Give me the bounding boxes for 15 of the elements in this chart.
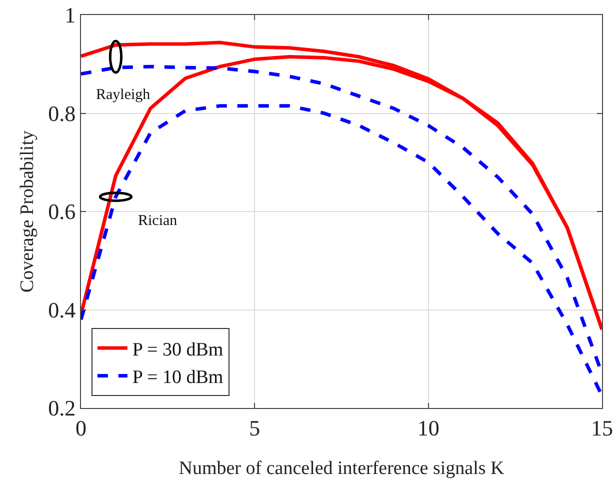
y-tick-label: 0.4 xyxy=(48,297,76,322)
y-tick-label: 0.8 xyxy=(48,100,76,126)
legend-label: P = 30 dBm xyxy=(132,339,224,360)
annotation: Rayleigh xyxy=(96,87,151,103)
x-tick-label: 0 xyxy=(76,415,86,440)
x-tick-label: 10 xyxy=(417,415,440,440)
y-tick-label: 0.2 xyxy=(48,396,76,421)
y-tick-label: 1 xyxy=(64,2,76,28)
y-axis-title: Coverage Probability xyxy=(17,130,38,292)
x-tick-label: 5 xyxy=(249,415,260,440)
annotation: Rician xyxy=(138,213,178,229)
x-axis-title: Number of canceled interference signals K xyxy=(178,458,505,479)
legend-label: P = 10 dBm xyxy=(132,367,224,388)
x-tick-label: 15 xyxy=(591,415,613,440)
y-tick-label: 0.6 xyxy=(48,199,76,224)
